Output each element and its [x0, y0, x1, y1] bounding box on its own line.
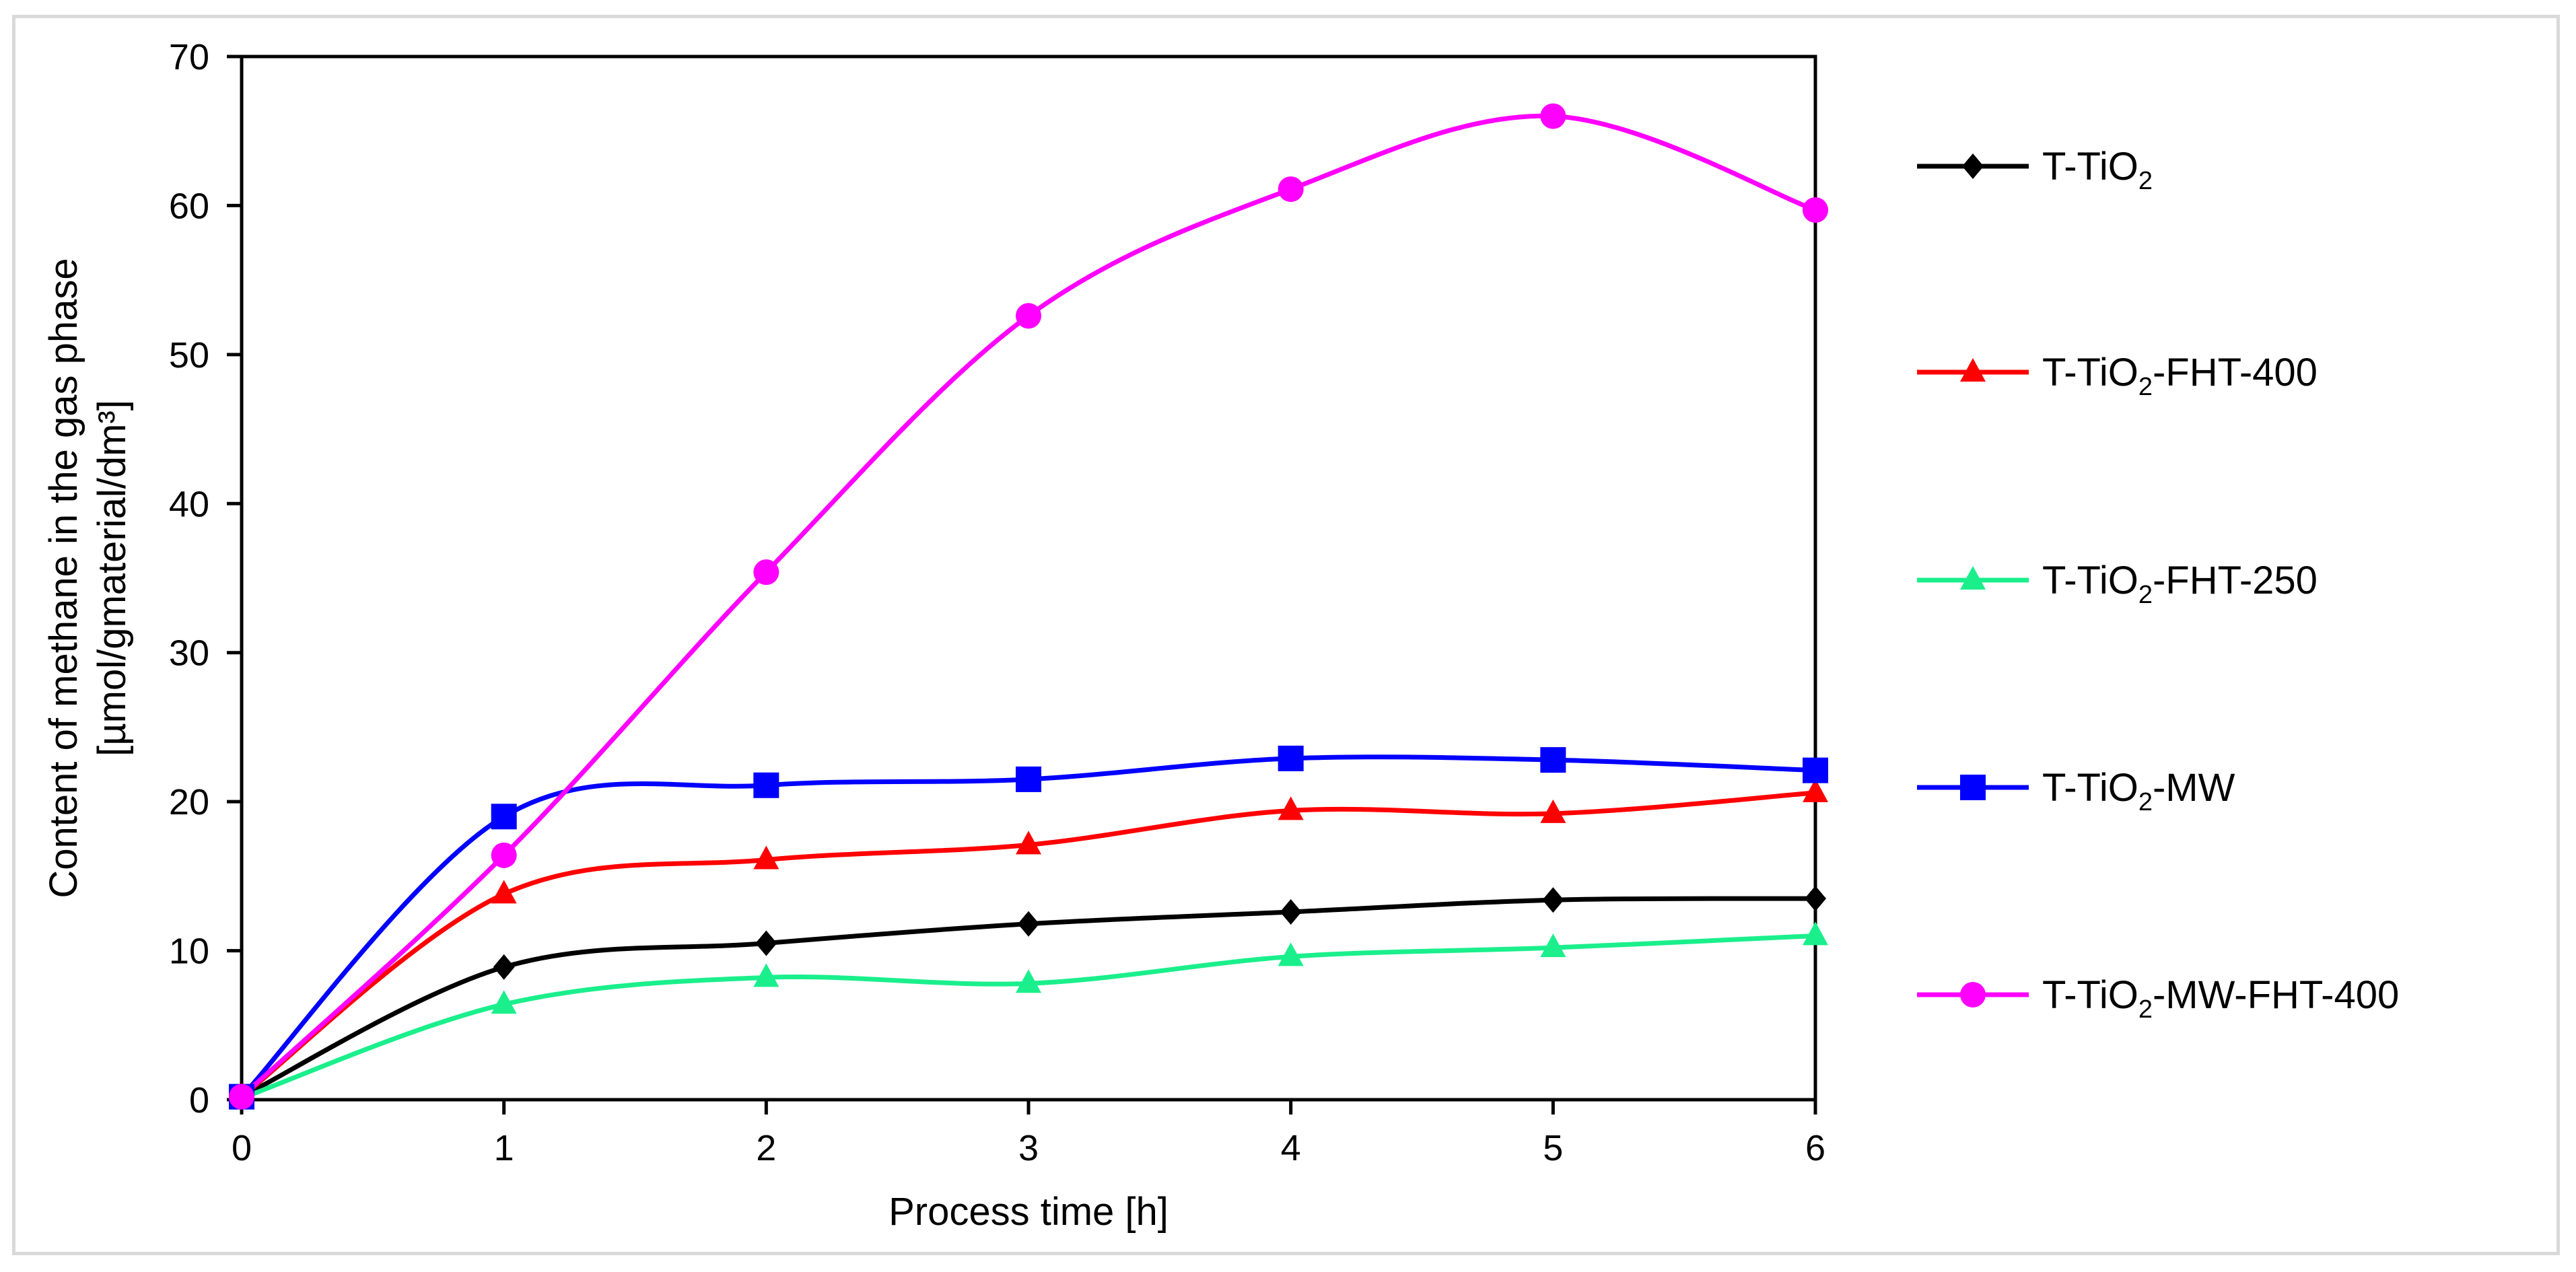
data-point	[1278, 796, 1304, 820]
legend-label: T-TiO2-FHT-250	[2042, 559, 2318, 609]
legend-marker	[1962, 153, 1984, 179]
data-point	[1278, 745, 1304, 771]
y-tick-label: 60	[169, 186, 209, 226]
data-point	[1803, 778, 1828, 802]
data-point	[1278, 176, 1304, 203]
y-tick-label: 50	[169, 335, 209, 376]
x-tick-label: 2	[756, 1128, 776, 1168]
series-markers	[229, 103, 1828, 1110]
legend-label: T-TiO2-FHT-400	[2042, 351, 2318, 401]
x-tick-label: 5	[1543, 1128, 1563, 1168]
y-tick-label: 0	[189, 1080, 209, 1121]
x-tick-label: 1	[494, 1128, 514, 1168]
x-tick-label: 4	[1281, 1128, 1301, 1168]
y-tick-label: 30	[169, 633, 209, 674]
data-point	[1280, 899, 1302, 925]
data-point	[753, 963, 779, 987]
data-point	[491, 990, 517, 1014]
x-tick-label: 0	[232, 1128, 252, 1168]
data-point	[1016, 831, 1041, 855]
chart-frame	[12, 15, 2560, 1255]
legend-marker	[1960, 358, 1986, 382]
plot-area-border	[240, 55, 1817, 1102]
y-axis-title-line2: [µmol/gmaterial/dm³]	[90, 400, 134, 756]
x-axis-title: Process time [h]	[889, 1190, 1169, 1234]
data-point	[491, 880, 517, 904]
y-axis-title-line1: Content of methane in the gas phase	[42, 258, 85, 898]
legend-label: T-TiO2	[2042, 145, 2153, 195]
data-point	[491, 842, 517, 868]
data-point	[1805, 886, 1826, 912]
legend-entry: T-TiO2-MW-FHT-400	[1917, 973, 2399, 1024]
data-point	[491, 804, 517, 830]
series-lines	[240, 113, 1817, 1101]
data-point	[1018, 911, 1039, 937]
legend-entry: T-TiO2-FHT-400	[1917, 351, 2318, 401]
legend-entry: T-TiO2-FHT-250	[1917, 559, 2318, 609]
data-point	[1803, 197, 1828, 223]
data-point	[1540, 933, 1566, 958]
legend-marker	[1960, 982, 1986, 1008]
legend-entry: T-TiO2	[1917, 145, 2153, 195]
data-point	[1016, 969, 1041, 993]
series-line-2	[240, 933, 1816, 1101]
legend-label: T-TiO2-MW	[2042, 766, 2235, 816]
data-point	[753, 845, 779, 870]
data-point	[1016, 303, 1041, 329]
data-point	[1278, 942, 1304, 966]
y-tick-label: 20	[169, 782, 209, 822]
series-line-4	[240, 113, 1817, 1099]
legend-entry: T-TiO2-MW	[1917, 766, 2235, 816]
data-point	[1542, 887, 1564, 913]
legend-marker	[1960, 775, 1986, 800]
data-point	[1803, 757, 1828, 783]
data-point	[1540, 799, 1566, 823]
y-tick-label: 40	[169, 484, 209, 524]
y-tick-label: 70	[169, 37, 209, 77]
data-point	[1016, 766, 1041, 792]
data-point	[753, 772, 779, 798]
data-point	[755, 930, 777, 956]
legend-marker	[1960, 566, 1986, 590]
data-point	[493, 954, 515, 980]
legend-label: T-TiO2-MW-FHT-400	[2042, 973, 2399, 1024]
data-point	[229, 1084, 254, 1110]
x-tick-label: 6	[1805, 1128, 1825, 1168]
y-tick-label: 10	[169, 931, 209, 972]
axes: 0 10 20 30 40 50 60 70 0 1 2 3 4 5 6	[169, 37, 1825, 1168]
data-point	[1803, 921, 1828, 946]
legend: T-TiO2 T-TiO2-FHT-400 T-TiO2-FHT-250 T-TiO2…	[1917, 145, 2399, 1024]
y-axis-title: Content of methane in the gas phase [µmo…	[42, 258, 134, 898]
data-point	[753, 559, 779, 586]
data-point	[1540, 747, 1566, 773]
x-tick-label: 3	[1018, 1128, 1039, 1168]
data-point	[1540, 103, 1566, 129]
